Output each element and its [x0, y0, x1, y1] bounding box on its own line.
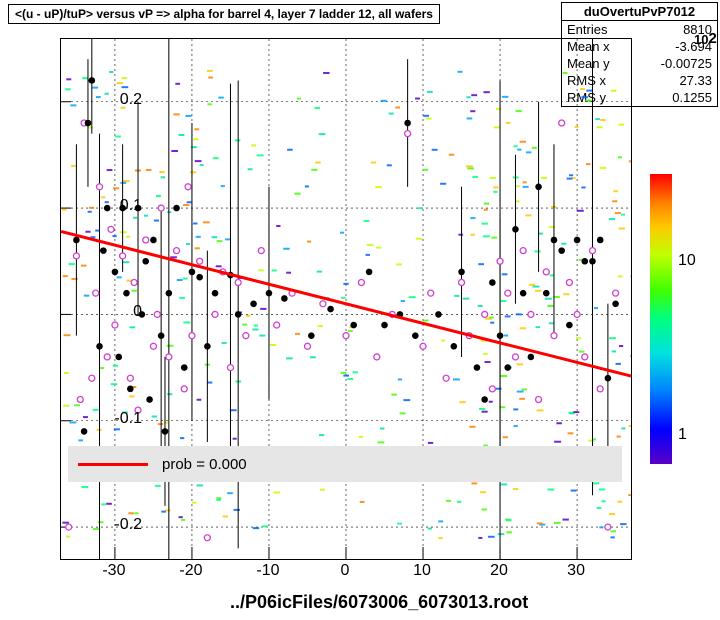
plot-title: <(u - uP)/tuP> versus vP => alpha for ba… — [8, 4, 440, 24]
file-path: ../P06icFiles/6073006_6073013.root — [230, 592, 528, 613]
x-tick-label: 0 — [341, 562, 350, 580]
stats-name: duOvertuPvP7012 — [562, 3, 717, 21]
fit-legend: prob = 0.000 — [68, 446, 622, 482]
stats-value: 27.33 — [679, 73, 712, 88]
x-tick-label: 30 — [567, 562, 585, 580]
y-tick-label: 0.1 — [92, 197, 142, 215]
colorbar-tick-label: 10 — [678, 252, 696, 270]
stats-value: -0.00725 — [661, 56, 712, 71]
stats-label: Entries — [567, 22, 607, 37]
y-tick-label: 0.2 — [92, 91, 142, 109]
x-tick-label: -20 — [179, 562, 202, 580]
colorbar-exp: 102 — [694, 30, 717, 55]
stats-value: 0.1255 — [672, 90, 712, 105]
y-tick-label: 0 — [92, 303, 142, 321]
x-tick-label: -10 — [256, 562, 279, 580]
y-tick-label: -0.2 — [92, 516, 142, 534]
x-tick-label: 10 — [413, 562, 431, 580]
x-tick-label: -30 — [102, 562, 125, 580]
legend-line-icon — [78, 463, 148, 466]
y-tick-label: -0.1 — [92, 410, 142, 428]
colorbar-tick-label: 1 — [678, 426, 687, 444]
colorbar — [650, 174, 672, 464]
x-tick-label: 20 — [490, 562, 508, 580]
legend-text: prob = 0.000 — [162, 456, 247, 473]
